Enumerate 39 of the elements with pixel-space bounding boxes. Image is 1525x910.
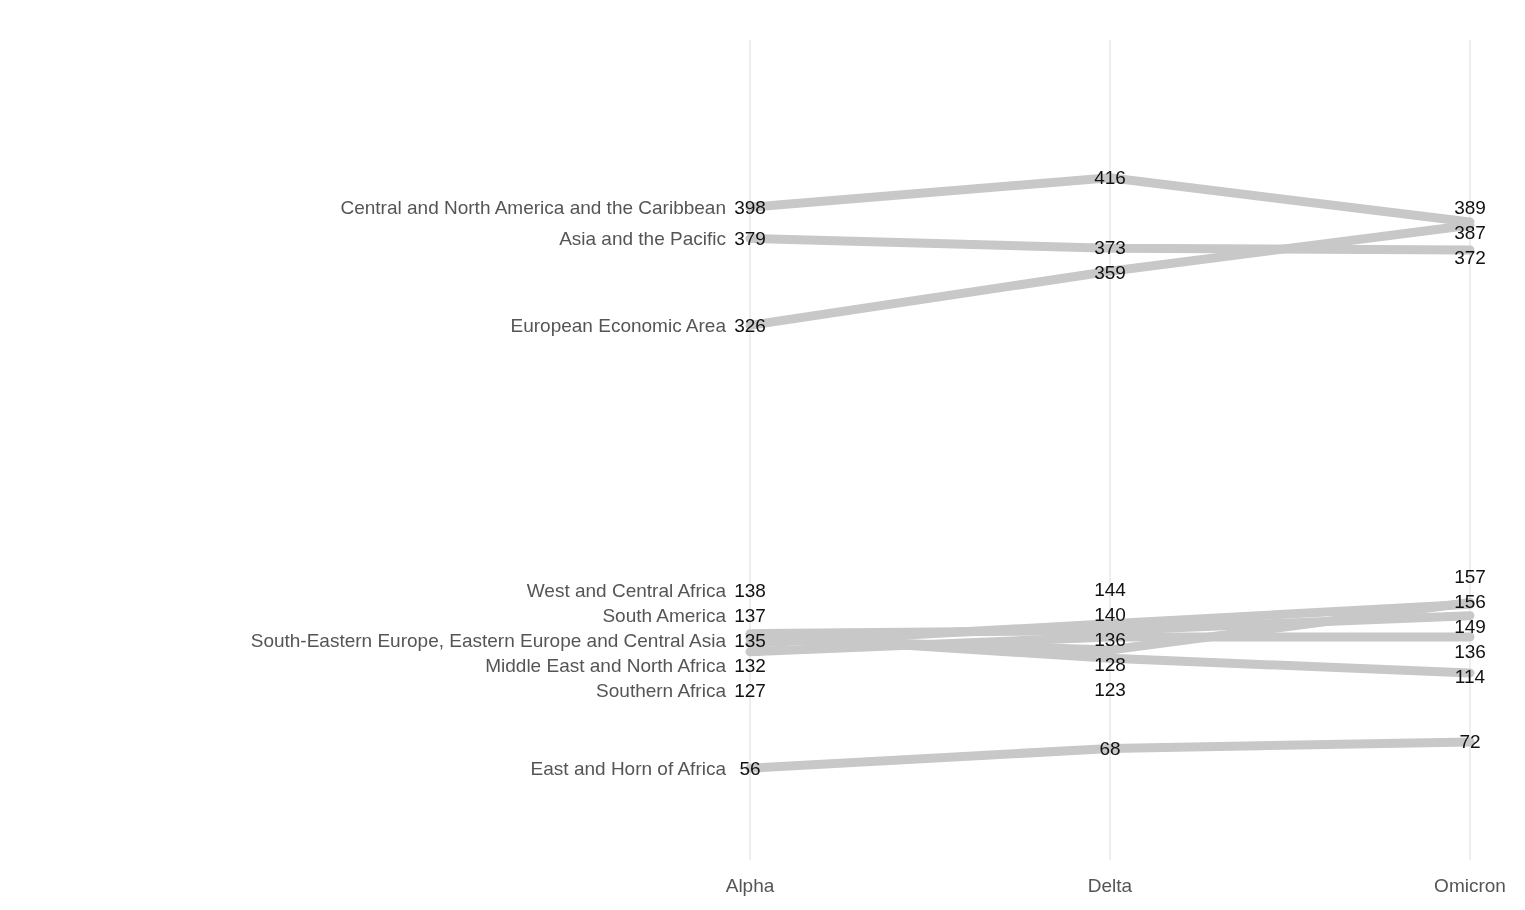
x-tick-label: Omicron [1434, 875, 1506, 896]
data-label: 326 [734, 314, 766, 336]
series-label: Asia and the Pacific [559, 227, 726, 249]
x-tick-label: Delta [1087, 875, 1133, 896]
data-label: 128 [1094, 654, 1126, 676]
data-label: 56 [739, 757, 761, 779]
data-label: 72 [1459, 731, 1481, 753]
data-label: 136 [1454, 640, 1486, 662]
series-label: European Economic Area [510, 314, 727, 336]
data-label: 68 [1099, 737, 1121, 759]
data-label: 135 [734, 630, 766, 652]
data-label: 114 [1454, 665, 1486, 687]
series-label: Central and North America and the Caribbean [340, 196, 726, 218]
series-label: South America [602, 605, 727, 627]
data-label: 140 [1094, 604, 1126, 626]
data-label: 149 [1454, 615, 1486, 637]
data-label: 416 [1094, 167, 1126, 189]
text: West and Central Africa [526, 580, 727, 602]
data-label: 156 [1454, 590, 1486, 612]
data-label: 372 [1454, 246, 1486, 268]
data-label: 157 [1454, 565, 1486, 587]
data-label: 132 [734, 655, 766, 677]
data-label: 398 [734, 196, 766, 218]
data-label: 138 [734, 580, 766, 602]
data-label: 387 [1454, 221, 1486, 243]
data-label: 144 [1094, 579, 1127, 601]
data-label: 379 [734, 227, 766, 249]
data-label: 137 [734, 605, 766, 627]
x-tick-label: Alpha [725, 875, 775, 896]
series-label: East and Horn of Africa [530, 757, 727, 779]
data-label: 123 [1094, 679, 1126, 701]
data-label: 136 [1094, 629, 1126, 651]
data-label: 359 [1094, 261, 1126, 283]
series-label: Southern Africa [596, 680, 727, 702]
data-label: 373 [1094, 236, 1126, 258]
series-label: South-Eastern Europe, Eastern Europe and Central Asia [250, 630, 727, 652]
data-label: 127 [734, 680, 766, 702]
series-label: Middle East and North Africa [485, 655, 727, 677]
data-label: 389 [1454, 196, 1486, 218]
